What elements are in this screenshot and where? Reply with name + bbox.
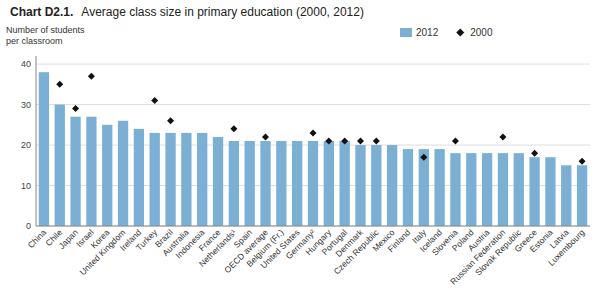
bar [466,153,476,226]
marker [341,138,348,145]
bar [165,133,175,226]
bar [134,129,144,226]
bar [371,145,381,226]
bar [102,125,112,226]
marker [579,158,586,165]
marker [72,105,79,112]
bar [118,121,128,226]
x-tick-label: Luxembourg [546,227,587,268]
y-axis-label: per classroom [6,36,63,46]
legend-swatch [400,28,412,37]
y-tick-label: 40 [21,59,31,69]
legend-swatch [456,29,464,37]
y-tick-label: 30 [21,100,31,110]
marker [88,73,95,80]
y-axis-line [36,56,37,226]
bar [561,165,571,226]
marker [310,129,317,136]
bar [482,153,492,226]
bar [387,145,397,226]
marker [167,117,174,124]
marker [56,81,63,88]
subtitle: Average class size in primary education … [81,5,364,19]
x-tick-label: Finland [386,227,413,254]
marker [357,138,364,145]
grid-line [36,104,590,105]
bar [498,153,508,226]
bar [529,157,539,226]
bar [39,72,49,226]
bar [260,141,270,226]
legend-label: 2000 [470,27,493,38]
bar [213,137,223,226]
bar [276,141,286,226]
bar [70,117,80,226]
marker [151,97,158,104]
bar [324,141,334,226]
marker [420,154,427,161]
bar [245,141,255,226]
marker [262,133,269,140]
title: Chart D2.1. [10,5,73,19]
marker [452,138,459,145]
marker [325,138,332,145]
grid-line [36,64,590,65]
x-tick-label: United Kingdom [78,227,128,277]
bar [450,153,460,226]
bar [55,105,65,226]
bar [419,149,429,226]
bar [545,157,555,226]
bar [355,145,365,226]
bar [197,133,207,226]
bar [150,133,160,226]
bar [229,141,239,226]
marker [531,150,538,157]
bar [308,141,318,226]
grid-line [36,226,590,227]
marker [373,138,380,145]
y-tick-label: 0 [26,221,31,231]
x-tick-label: Czech Republic [332,227,382,277]
y-tick-label: 10 [21,181,31,191]
plot-area [39,72,587,226]
bar [403,149,413,226]
bar [181,133,191,226]
bar [340,141,350,226]
y-axis-label: Number of students [6,25,85,35]
x-axis-line [36,226,590,227]
marker [499,133,506,140]
marker [230,125,237,132]
y-tick-label: 20 [21,140,31,150]
bar [577,165,587,226]
bar [514,153,524,226]
legend-label: 2012 [416,27,439,38]
bar [434,149,444,226]
bar [292,141,302,226]
bar [86,117,96,226]
